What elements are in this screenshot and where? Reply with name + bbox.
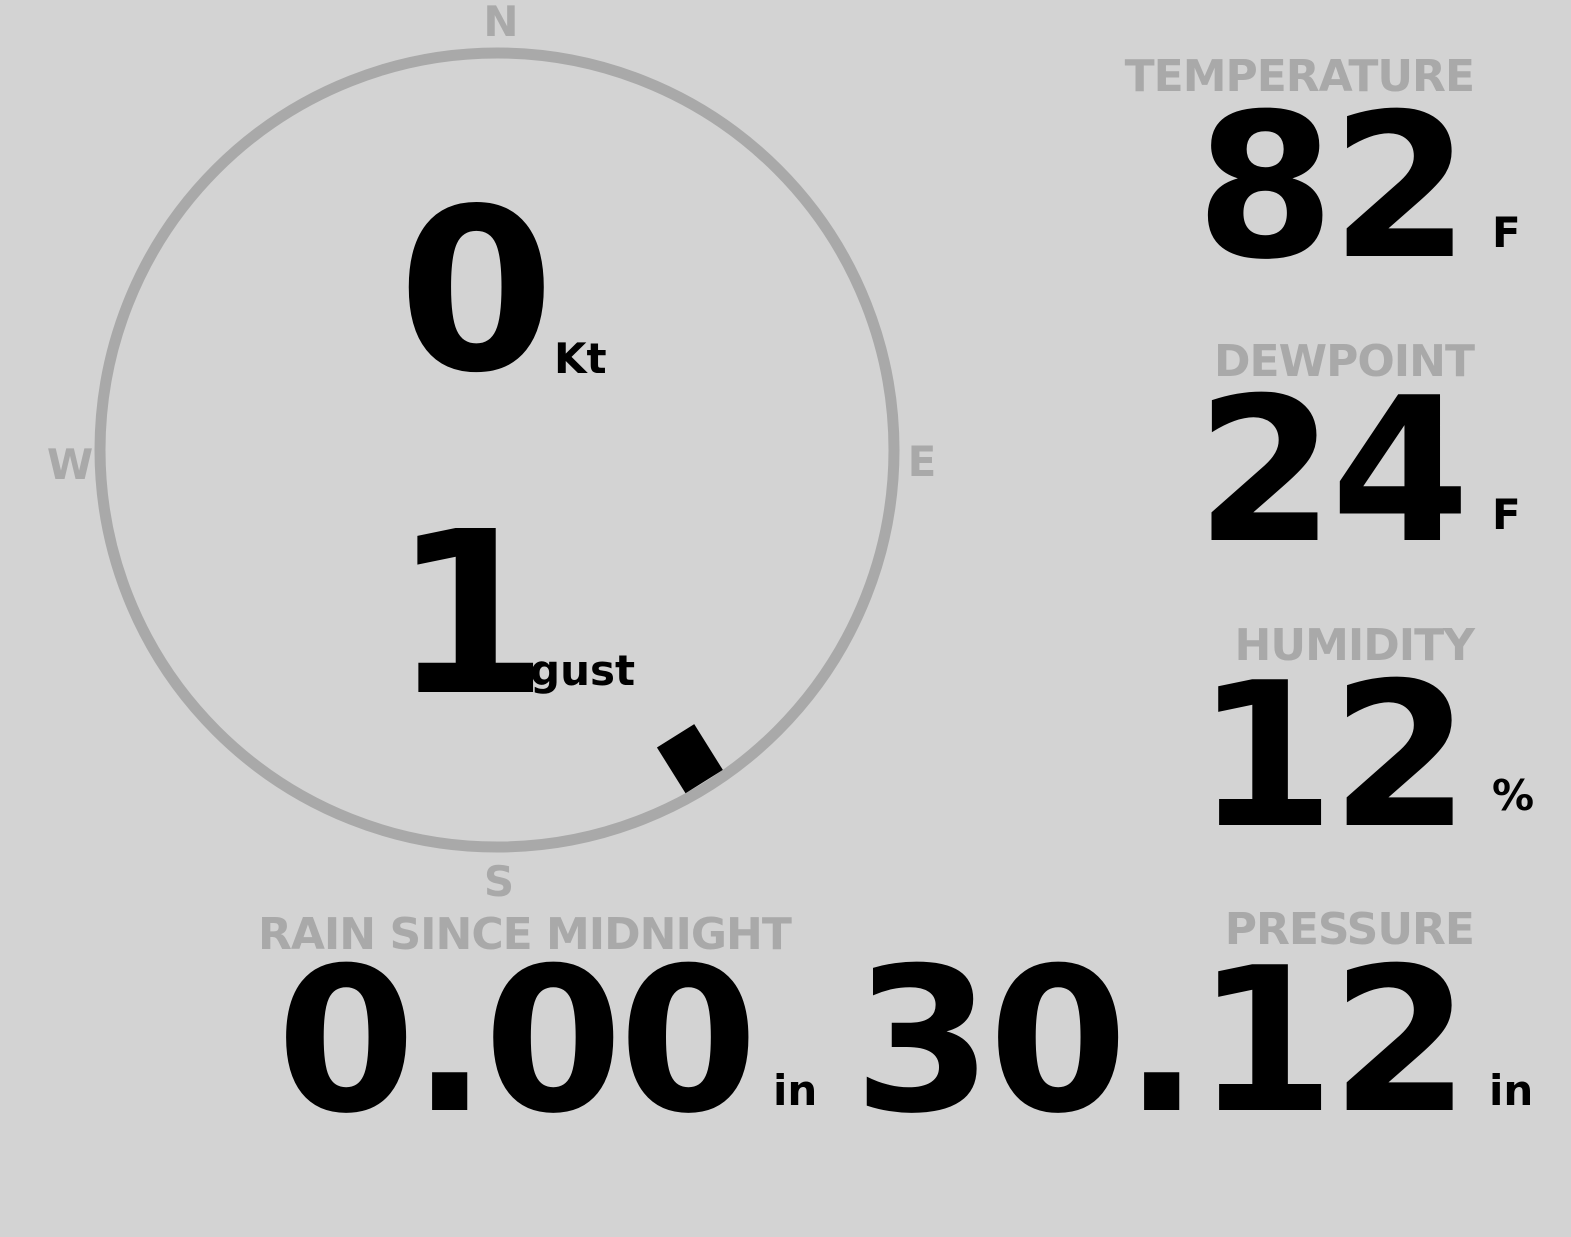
wind-gust-value: 1 [392, 484, 549, 746]
rain-label: RAIN SINCE MIDNIGHT [258, 909, 792, 960]
temperature-value: 82 [1195, 71, 1470, 304]
rain-value: 0.00 [276, 925, 758, 1158]
wind-compass [94, 47, 900, 853]
pressure-unit: in [1489, 1066, 1534, 1115]
temperature-label: TEMPERATURE [1124, 51, 1475, 102]
temperature-unit: F [1492, 208, 1521, 257]
compass-east-label: E [907, 437, 937, 486]
rain-unit: in [773, 1066, 818, 1115]
humidity-label: HUMIDITY [1234, 620, 1475, 671]
wind-direction-marker [656, 724, 723, 794]
wind-speed-value: 0 [398, 161, 555, 423]
dewpoint-unit: F [1492, 490, 1521, 539]
humidity-unit: % [1492, 771, 1535, 820]
wind-speed-unit: Kt [554, 334, 607, 383]
pressure-value: 30.12 [853, 925, 1470, 1158]
compass-north-label: N [483, 0, 519, 46]
compass-west-label: W [46, 440, 94, 489]
compass-south-label: S [483, 857, 515, 906]
pressure-label: PRESSURE [1224, 904, 1475, 955]
dewpoint-label: DEWPOINT [1214, 336, 1475, 387]
compass-ring [94, 47, 900, 853]
dewpoint-value: 24 [1195, 355, 1470, 588]
wind-gust-unit: gust [530, 646, 636, 695]
humidity-value: 12 [1195, 640, 1470, 873]
